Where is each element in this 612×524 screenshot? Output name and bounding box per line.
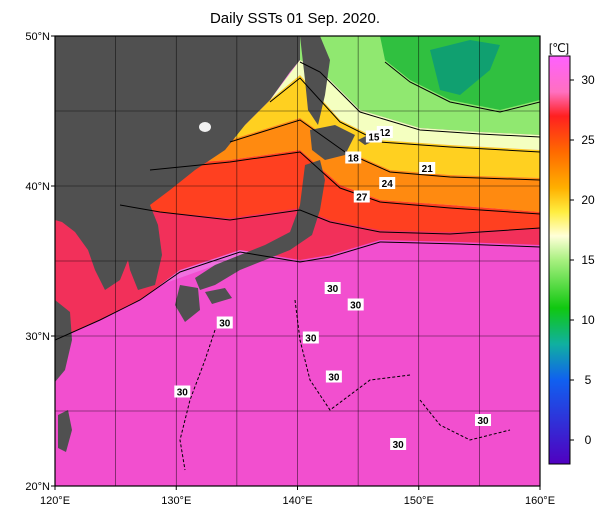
chart-title: Daily SSTs 01 Sep. 2020. (210, 10, 380, 27)
contour-12 (384, 61, 540, 113)
colorbar-ticks: 30 25 20 15 10 5 0 (570, 73, 595, 447)
contour-24 (149, 151, 540, 215)
contour-30-islands (179, 299, 511, 471)
colorbar-unit: [℃] (549, 41, 569, 55)
lon-tick-label: 140°E (282, 495, 312, 507)
contour-label-text: 30 (177, 388, 189, 399)
colorbar-tick-label: 5 (585, 373, 592, 387)
contour-label-text: 30 (393, 440, 405, 451)
map-grid (55, 36, 540, 486)
contour-label-bg (325, 370, 342, 383)
land-shikoku (205, 288, 232, 304)
contour-label-bg (324, 282, 341, 294)
sst-band-21 (150, 118, 540, 212)
contour-label-bg (390, 438, 407, 450)
contour-label-text: 18 (348, 154, 360, 165)
lon-tick-label: 160°E (525, 495, 555, 507)
contour-27 (119, 204, 540, 235)
contour-lines (55, 61, 540, 471)
contour-label-bg (216, 316, 233, 329)
land-kyushu (175, 285, 200, 322)
contour-21 (229, 119, 540, 181)
contour-label: 18 (345, 151, 362, 165)
contour-label: 21 (419, 162, 436, 175)
lat-tick-label: 40°N (25, 181, 50, 193)
colorbar-tick-label: 0 (585, 433, 592, 447)
lat-tick-label: 50°N (25, 31, 50, 43)
contour-label-bg (353, 190, 370, 203)
contour-label: 30 (324, 282, 341, 295)
colorbar-tick-label: 20 (581, 193, 595, 207)
lon-tick-label: 130°E (161, 495, 191, 507)
contour-label-text: 30 (219, 319, 231, 330)
contour-label-text: 30 (477, 416, 489, 427)
contour-label-text: 12 (379, 128, 391, 139)
contour-label-bg (174, 385, 191, 398)
contour-label: 30 (390, 438, 407, 451)
land-honshu (195, 160, 325, 290)
contour-label-bg (475, 414, 492, 426)
latitude-axis: 50°N 40°N 30°N 20°N (25, 31, 55, 493)
contour-label: 30 (325, 370, 342, 384)
lon-tick-label: 120°E (40, 495, 70, 507)
contour-label-text: 30 (350, 301, 362, 312)
contour-label-bg (302, 331, 319, 344)
colorbar-tick-label: 10 (581, 313, 595, 327)
contour-18 (269, 77, 540, 153)
contour-label-text: 27 (356, 193, 368, 204)
contour-label: 27 (353, 190, 370, 204)
contour-label-bg (379, 177, 396, 189)
contour-label: 30 (216, 316, 233, 330)
contour-label: 30 (302, 331, 319, 345)
contour-label-text: 21 (422, 164, 434, 175)
land-taiwan (58, 410, 72, 452)
contour-label-text: 24 (382, 179, 394, 190)
contour-label-text: 15 (368, 133, 380, 144)
contour-label-text: 30 (305, 334, 317, 345)
colorbar-bar (548, 55, 571, 465)
contour-label-bg (347, 298, 364, 311)
contour-label-bg (419, 162, 436, 174)
sst-band-coldest (430, 40, 500, 95)
contour-label-bg (365, 130, 382, 143)
lat-tick-label: 30°N (25, 331, 50, 343)
contour-label: 30 (475, 414, 492, 427)
colorbar: [℃] 30 25 20 15 10 5 0 (548, 41, 595, 465)
land-asia-mainland (55, 36, 300, 290)
land-island-small (199, 122, 211, 132)
contour-label: 30 (174, 385, 191, 399)
colorbar-tick-label: 30 (581, 73, 595, 87)
lon-tick-label: 150°E (404, 495, 434, 507)
contour-label-bg (345, 151, 362, 164)
contour-30-north (55, 241, 540, 341)
contour-label-text: 30 (328, 373, 340, 384)
contour-label-text: 30 (327, 284, 339, 295)
colorbar-tick-label: 25 (581, 133, 595, 147)
contour-15 (299, 61, 540, 138)
land-korea (125, 205, 162, 290)
contour-label: 30 (347, 298, 364, 312)
sst-band-15 (270, 60, 540, 150)
land-china-coast (55, 300, 72, 382)
colorbar-tick-label: 15 (581, 253, 595, 267)
contour-label: 24 (379, 177, 396, 190)
lat-tick-label: 20°N (25, 481, 50, 493)
contour-label: 15 (365, 130, 382, 144)
longitude-axis: 120°E 130°E 140°E 150°E 160°E (40, 486, 555, 507)
